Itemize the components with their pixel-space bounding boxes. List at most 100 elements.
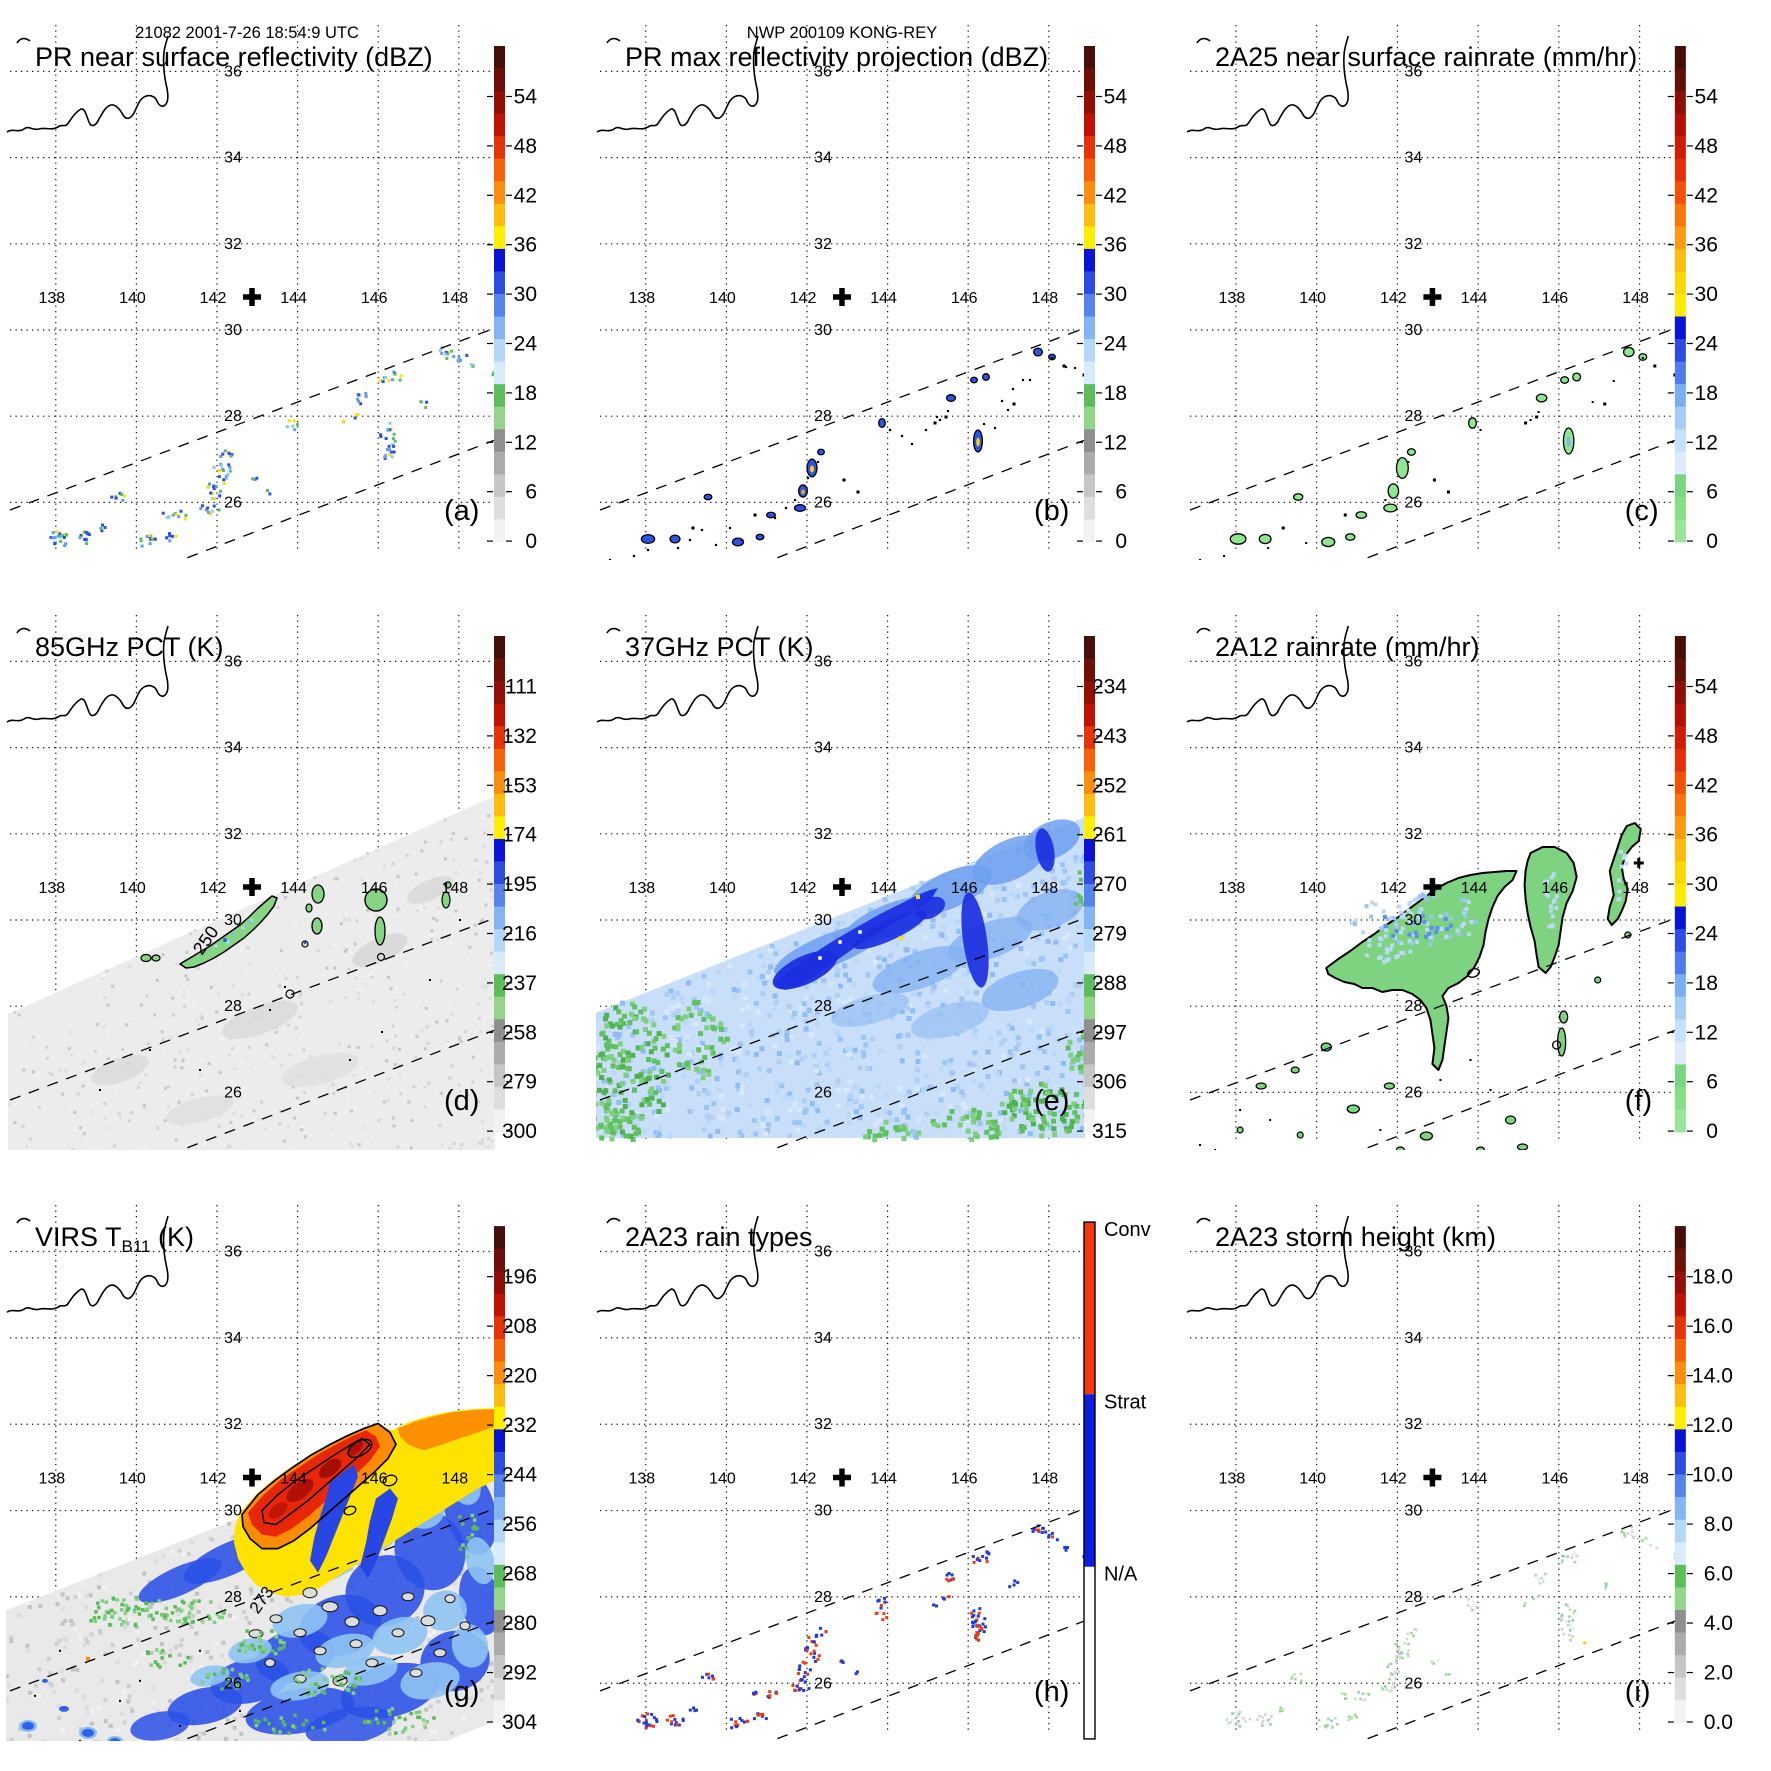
colorbar-tick-label: 0 [525,530,537,553]
colorbar-segment [494,726,505,750]
colorbar-segment [494,226,505,250]
colorbar-tick-label: 48 [514,135,537,158]
colorbar-segment [1084,91,1095,115]
colorbar-segment [1674,658,1686,682]
colorbar-segment [1674,703,1686,727]
lat-tick-label: 26 [224,1084,242,1101]
colorbar-tick-label: 24 [1104,333,1128,356]
colorbar-segment [1674,1587,1686,1611]
colorbar-segment [494,519,505,543]
colorbar-segment [1674,248,1686,272]
colorbar-tick-label: 256 [502,1513,537,1536]
data-layer [49,346,496,548]
colorbar-segment [1674,181,1686,205]
colorbar-segment [494,496,505,520]
coastline [6,35,169,133]
lon-tick-label: 148 [1622,1470,1649,1488]
lat-tick-label: 36 [1404,63,1422,80]
storm-center-marker [833,1468,851,1487]
colorbar-segment [1084,248,1095,272]
colorbar-segment [1674,1474,1686,1498]
colorbar-segment [1674,1064,1686,1088]
colorbar-tick-label: 244 [502,1464,537,1487]
panel-letter: (h) [1034,1676,1069,1708]
panel-d: 250 138 140 142 144 146 148 36 34 32 30 28 26 85GHz P… [0,590,590,1180]
swath-edge-lines [599,327,1086,560]
panel-letter: (g) [444,1676,479,1708]
lat-tick-label: 34 [1404,150,1422,167]
lon-tick-label: 140 [709,290,736,307]
colorbar-segment [494,113,505,137]
panel-i: 138 140 142 144 146 148 36 34 32 30 28 26 2A23 storm… [1180,1180,1771,1771]
colorbar-tick-label: 6 [525,481,537,504]
data-layer [1199,822,1644,1150]
colorbar: Conv Strat N/A [1083,1219,1151,1740]
lon-tick-label: 144 [280,290,307,307]
lat-tick-label: 26 [1404,1674,1422,1692]
colorbar-tick-label: 0 [1115,530,1127,553]
colorbar: 54 48 42 36 30 24 18 12 6 0 [487,46,537,553]
colorbar-tick-label: 48 [1104,135,1127,158]
swath-edge-lines [1189,327,1677,560]
colorbar-tick-label: 6 [1115,481,1127,504]
colorbar-segment [1674,793,1686,817]
colorbar-tick-label: 42 [1695,184,1718,207]
panel-b: 138 140 142 144 146 148 36 34 32 30 28 26 PR max ref… [590,0,1180,590]
lat-tick-label: 36 [224,63,242,80]
colorbar-segment [1084,861,1095,885]
colorbar-segment [494,474,505,498]
colorbar-segment [1084,271,1095,295]
lat-tick-label: 28 [224,998,242,1015]
lat-tick-label: 34 [224,1330,242,1347]
colorbar-segment [1674,748,1686,772]
colorbar-tick-label: 216 [502,923,537,946]
colorbar-segment [1084,703,1095,727]
colorbar-segment [1674,1041,1686,1065]
storm-center-marker [833,878,851,896]
colorbar-segment [1084,1394,1095,1567]
colorbar-tick-label: 0 [1706,530,1718,553]
lon-tick-label: 142 [790,880,817,897]
swath-edge-lines [1189,1507,1677,1741]
lat-tick-label: 32 [224,826,242,843]
lon-tick-label: 138 [628,290,655,307]
axis-labels: 138 140 142 144 146 148 36 34 32 30 28 26 [628,63,1058,511]
panel-title: 85GHz PCT (K) [35,632,224,662]
colorbar-tick-label: 132 [502,725,537,748]
lon-tick-label: 144 [280,1471,307,1488]
lon-tick-label: 140 [709,880,736,897]
colorbar-segment [494,906,505,930]
panel-letter: (a) [444,495,479,527]
swath-edge-lines [9,917,496,1150]
colorbar-tick-label: 16.0 [1692,1315,1733,1338]
colorbar-segment [1674,1316,1686,1340]
lat-tick-label: 36 [224,1244,242,1261]
colorbar-segment [1674,1564,1686,1588]
lat-tick-label: 30 [814,1503,832,1520]
colorbar-segment [1674,203,1686,227]
colorbar-segment [1674,1086,1686,1110]
colorbar-segment [494,1700,505,1724]
colorbar-tick-label: 54 [1104,86,1128,109]
lat-tick-label: 32 [224,1416,242,1433]
colorbar-segment [494,1497,505,1521]
colorbar-segment [1674,91,1686,115]
colorbar-segment [494,1451,505,1475]
colorbar-segment [1084,113,1095,137]
panel-c: 138 140 142 144 146 148 36 34 32 30 28 26 2A25 near … [1180,0,1771,590]
panel-title: 2A12 rainrate (mm/hr) [1215,632,1479,662]
colorbar-segment [1674,361,1686,385]
colorbar-tick-label: 12 [1695,431,1718,454]
lon-tick-label: 140 [119,880,146,897]
colorbar-segment [494,681,505,705]
colorbar-tick-label: 2.0 [1704,1662,1733,1685]
colorbar-segment [1674,136,1686,160]
lat-tick-label: 36 [224,653,242,670]
lon-tick-label: 146 [361,1471,388,1488]
lon-tick-label: 144 [870,880,897,897]
colorbar-segment [1674,1226,1686,1250]
colorbar-tick-label: 195 [502,873,537,896]
colorbar-segment [1674,226,1686,250]
colorbar-segment [1674,1632,1686,1656]
lat-tick-label: 34 [224,150,242,167]
